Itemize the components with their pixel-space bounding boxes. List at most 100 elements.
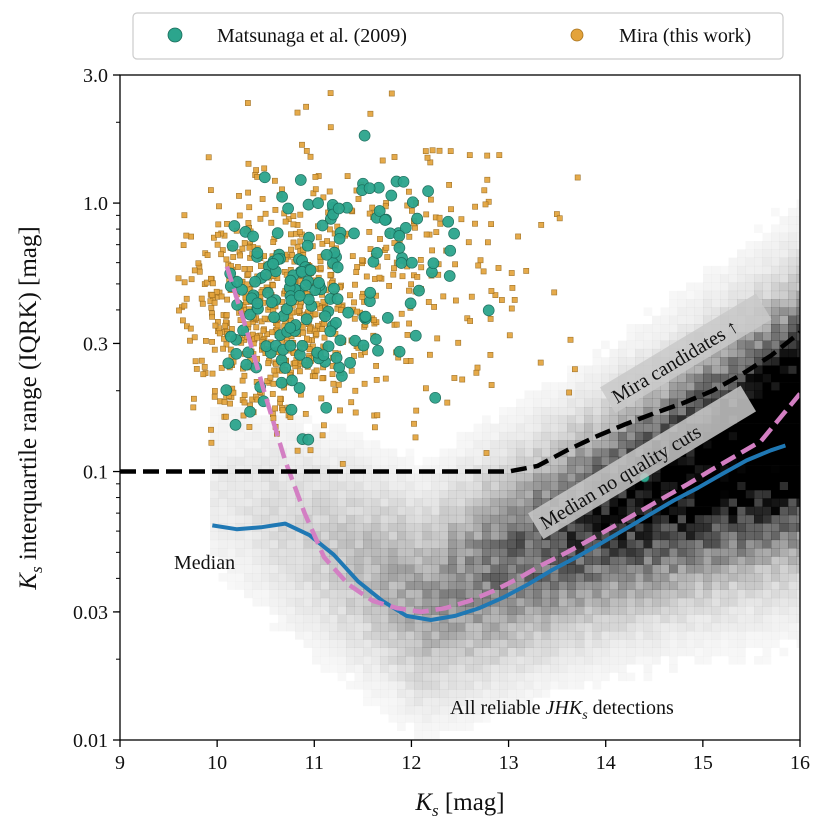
density-cell bbox=[754, 581, 763, 590]
density-cell bbox=[762, 348, 772, 358]
density-cell bbox=[609, 348, 619, 358]
density-cell bbox=[278, 531, 287, 541]
density-cell bbox=[261, 581, 270, 590]
density-cell bbox=[754, 531, 763, 541]
density-cell bbox=[354, 473, 364, 482]
density-cell bbox=[567, 573, 576, 582]
density-cell bbox=[575, 514, 585, 524]
density-cell bbox=[227, 490, 236, 499]
density-cell bbox=[218, 556, 228, 565]
density-cell bbox=[295, 581, 304, 590]
density-cell bbox=[677, 332, 687, 341]
density-cell bbox=[796, 473, 800, 482]
density-cell bbox=[320, 573, 330, 582]
density-cell bbox=[626, 589, 636, 599]
density-cell bbox=[490, 514, 500, 524]
density-cell bbox=[771, 514, 780, 524]
density-cell bbox=[482, 647, 491, 657]
density-cell bbox=[431, 689, 440, 698]
density-cell bbox=[762, 257, 772, 267]
density-cell bbox=[788, 431, 797, 441]
density-cell bbox=[660, 639, 670, 648]
density-cell bbox=[389, 714, 398, 723]
density-cell bbox=[745, 597, 755, 607]
density-cell bbox=[703, 514, 712, 524]
density-cell bbox=[728, 340, 738, 350]
density-cell bbox=[601, 523, 610, 532]
density-cell bbox=[643, 431, 653, 441]
density-cell bbox=[261, 514, 270, 524]
density-cell bbox=[652, 539, 661, 549]
density-cell bbox=[609, 539, 619, 549]
density-cell bbox=[558, 473, 568, 482]
density-cell bbox=[592, 556, 602, 565]
density-cell bbox=[575, 614, 585, 624]
density-cell bbox=[270, 623, 279, 632]
density-cell bbox=[796, 481, 800, 491]
density-cell bbox=[796, 315, 800, 325]
x-tick-label: 14 bbox=[596, 752, 616, 774]
density-cell bbox=[788, 506, 797, 516]
density-cell bbox=[516, 622, 525, 632]
density-cell bbox=[448, 672, 457, 682]
mira-point bbox=[297, 211, 304, 218]
density-cell bbox=[788, 216, 797, 225]
density-cell bbox=[720, 523, 729, 532]
mira-point bbox=[352, 409, 359, 416]
density-cell bbox=[728, 514, 738, 524]
density-cell bbox=[558, 680, 568, 690]
density-cell bbox=[762, 622, 772, 632]
density-cell bbox=[371, 672, 381, 682]
density-cell bbox=[745, 514, 755, 524]
density-cell bbox=[439, 539, 449, 549]
density-cell bbox=[788, 440, 797, 449]
density-cell bbox=[252, 448, 262, 458]
density-cell bbox=[295, 415, 304, 424]
density-cell bbox=[354, 639, 364, 648]
density-cell bbox=[703, 373, 712, 383]
density-cell bbox=[244, 589, 253, 599]
mira-point bbox=[484, 152, 491, 159]
density-cell bbox=[541, 448, 551, 458]
density-cell bbox=[269, 498, 279, 507]
density-cell bbox=[482, 440, 491, 449]
mira-point bbox=[270, 239, 277, 245]
density-cell bbox=[567, 473, 576, 482]
density-cell bbox=[533, 531, 542, 541]
density-cell bbox=[473, 589, 483, 599]
density-cell bbox=[780, 631, 789, 640]
density-cell bbox=[592, 622, 602, 632]
density-cell bbox=[473, 498, 483, 507]
density-cell bbox=[575, 589, 585, 599]
density-cell bbox=[533, 415, 542, 424]
density-cell bbox=[490, 556, 500, 565]
mira-point bbox=[246, 204, 253, 211]
density-cell bbox=[303, 490, 313, 499]
density-cell bbox=[235, 498, 245, 507]
density-cell bbox=[771, 456, 780, 466]
density-cell bbox=[754, 332, 763, 341]
density-cell bbox=[618, 365, 627, 375]
density-cell bbox=[558, 631, 568, 640]
density-cell bbox=[448, 614, 457, 624]
density-cell bbox=[686, 614, 695, 624]
density-cell bbox=[261, 548, 270, 557]
matsunaga-point bbox=[260, 269, 272, 281]
density-cell bbox=[796, 340, 800, 350]
density-cell bbox=[516, 481, 525, 491]
density-cell bbox=[261, 473, 270, 482]
density-cell bbox=[406, 457, 415, 466]
density-cell bbox=[609, 415, 619, 424]
density-cell bbox=[652, 390, 661, 399]
density-cell bbox=[677, 531, 687, 541]
density-cell bbox=[227, 473, 236, 482]
density-cell bbox=[431, 581, 440, 590]
density-cell bbox=[490, 564, 500, 574]
density-cell bbox=[320, 622, 330, 632]
density-cell bbox=[575, 398, 585, 408]
density-cell bbox=[575, 407, 585, 416]
mira-point bbox=[299, 141, 305, 148]
density-cell bbox=[694, 456, 704, 466]
density-cell bbox=[669, 398, 678, 408]
density-cell bbox=[320, 564, 330, 574]
